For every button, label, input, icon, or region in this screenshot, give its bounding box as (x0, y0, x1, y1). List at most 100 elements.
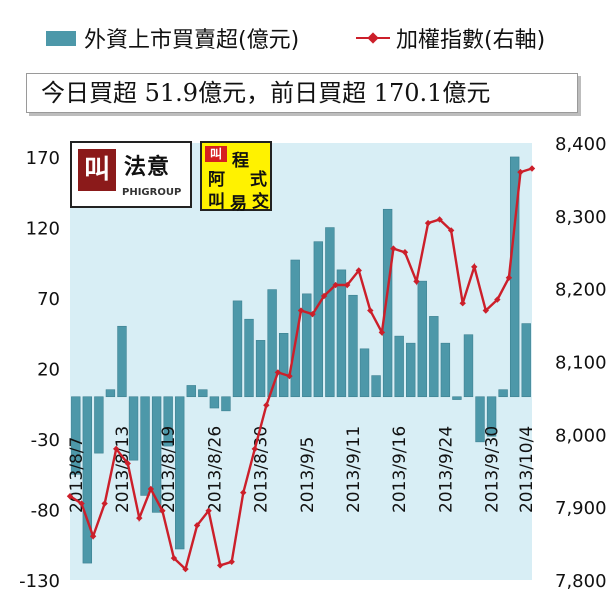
x-tick-label: 2013/9/16 (390, 426, 410, 513)
bar (244, 318, 254, 398)
bar-swatch-icon (46, 30, 76, 46)
bar (290, 259, 300, 398)
bar (313, 241, 324, 398)
line-point (378, 329, 386, 336)
left-tick-label: 170 (26, 148, 60, 169)
logo2-char: 阿 (208, 170, 225, 190)
right-tick-label: 7,800 (555, 571, 607, 592)
line-series (66, 165, 536, 573)
bar (498, 389, 508, 398)
logo-subtitle: PHIGROUP (122, 187, 182, 198)
bar (255, 340, 266, 398)
phigroup-logo: 叫 法意 PHIGROUP (70, 141, 192, 208)
line-point (517, 168, 524, 176)
logo2-char: 程 (232, 151, 249, 171)
bar (198, 389, 208, 398)
line-point (228, 558, 235, 565)
logo-mark-icon: 叫 (78, 149, 116, 191)
bar (452, 396, 462, 400)
line-point (447, 227, 455, 234)
bar (105, 389, 116, 398)
left-tick-label: 70 (37, 289, 60, 310)
line-point (182, 565, 189, 573)
left-axis-labels: -130 -80 -30 20 70 120 170 (19, 148, 60, 592)
x-tick-label: 2013/9/24 (436, 426, 456, 513)
bar (232, 300, 243, 398)
logo-name: 法意 (124, 155, 171, 180)
right-tick-label: 7,900 (555, 498, 607, 519)
line-point (413, 278, 420, 285)
bar (186, 385, 196, 398)
bar (128, 396, 139, 461)
bar (163, 396, 173, 447)
line-point (482, 307, 489, 314)
line-point (205, 507, 212, 515)
line-point (286, 372, 293, 380)
line-point (471, 263, 478, 271)
x-tick-label: 2013/8/26 (205, 426, 225, 513)
left-tick-label: -30 (31, 430, 60, 451)
bar (151, 396, 162, 513)
line-point (528, 165, 536, 172)
line-point (147, 485, 155, 493)
bar (325, 227, 335, 398)
bar (359, 348, 370, 398)
right-tick-label: 8,000 (555, 425, 607, 446)
bar (82, 396, 93, 564)
bar (394, 335, 404, 398)
bar (348, 294, 358, 398)
summary-box: 今日買超 51.9億元，前日買超 170.1億元 (26, 73, 578, 113)
logo2-char: 式 (250, 170, 267, 190)
bar (521, 323, 531, 398)
left-tick-label: -80 (31, 501, 60, 522)
line-point (344, 281, 351, 289)
line-point (505, 274, 513, 281)
line-point (263, 402, 270, 409)
left-tick-label: 20 (37, 360, 60, 381)
bar (71, 396, 81, 475)
x-tick-label: 2013/8/30 (252, 426, 272, 513)
bar (406, 342, 416, 398)
logo2-char: 易 (230, 194, 247, 214)
legend-item-line: 加權指數(右軸) (356, 22, 545, 54)
line-point (89, 533, 97, 540)
x-axis-labels: 2013/8/7 2013/8/13 2013/8/19 2013/8/26 2013/… (67, 426, 537, 513)
bar (382, 208, 393, 398)
x-tick-label: 2013/9/11 (344, 426, 364, 513)
plot-area (70, 143, 532, 580)
logo2-char: 交 (252, 192, 269, 212)
bar (440, 342, 451, 398)
line-point (78, 500, 85, 507)
bar (475, 396, 485, 443)
x-tick-label: 2013/8/7 (67, 437, 87, 513)
right-axis-labels: 7,800 7,900 8,000 8,100 8,200 8,300 8,400 (555, 134, 607, 592)
left-tick-label: -130 (19, 571, 60, 592)
legend-line-label: 加權指數(右軸) (396, 28, 546, 53)
line-point (124, 460, 131, 467)
legend-bar-label: 外資上市買賣超(億元) (84, 28, 300, 53)
bar (371, 375, 381, 398)
line-point (113, 445, 120, 453)
x-tick-label: 2013/10/4 (517, 426, 537, 513)
line-point (297, 307, 305, 314)
bar (302, 293, 312, 398)
line-point (193, 522, 201, 529)
legend-item-bars: 外資上市買賣超(億元) (46, 22, 299, 54)
bar-series (71, 156, 531, 564)
bar (209, 396, 220, 409)
right-tick-label: 8,400 (555, 134, 607, 155)
right-tick-label: 8,100 (555, 353, 607, 374)
line-point (401, 249, 409, 256)
line-point (240, 489, 247, 496)
logo2-mark-icon: 叫 (205, 146, 227, 162)
right-tick-label: 8,300 (555, 207, 607, 228)
line-point (355, 267, 362, 274)
right-tick-label: 8,200 (555, 280, 607, 301)
bar (221, 396, 231, 412)
bar (94, 396, 104, 454)
left-tick-label: 120 (26, 219, 60, 240)
line-point (332, 281, 339, 289)
line-point (390, 245, 397, 252)
x-tick-label: 2013/8/19 (159, 426, 179, 513)
bar (417, 280, 427, 398)
